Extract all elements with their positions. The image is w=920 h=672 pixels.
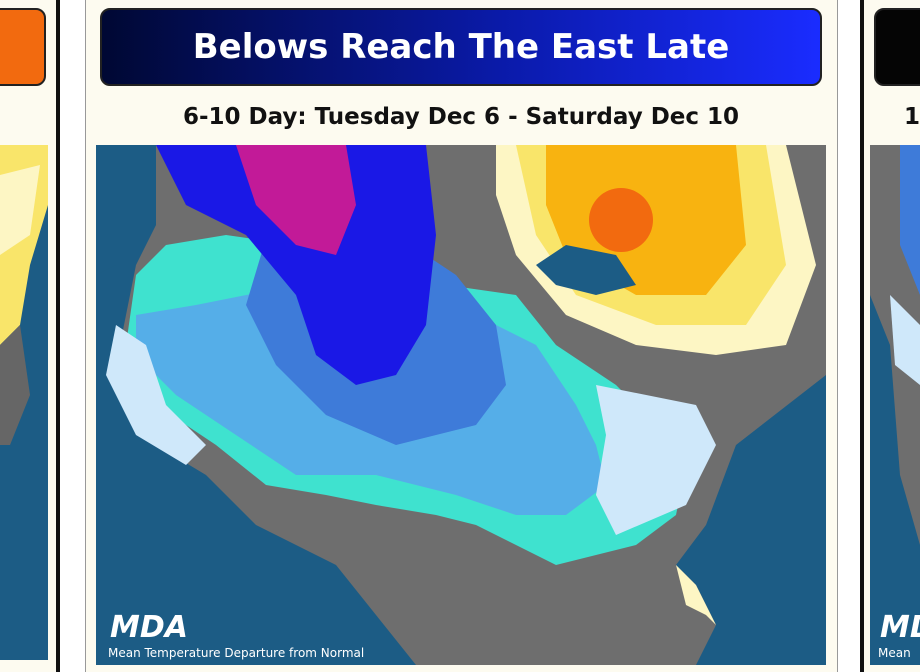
map-caption: Mean Temperature Departure from Normal [108,646,364,660]
right-subtitle: 1 [904,104,920,130]
logo-text: MDA [110,610,188,645]
right-map: MDA Mean [870,145,920,665]
right-header [874,8,920,86]
temperature-map: MDA Mean Temperature Departure from Norm… [96,145,826,665]
panel-subtitle: 6-10 Day: Tuesday Dec 6 - Saturday Dec 1… [182,104,740,130]
mda-logo: MDA [110,610,188,645]
panel-title: Belows Reach The East Late [100,8,822,86]
left-header [0,8,46,86]
map-caption: Mean [878,646,911,660]
logo-text: MDA [880,610,920,645]
left-map [0,145,48,660]
